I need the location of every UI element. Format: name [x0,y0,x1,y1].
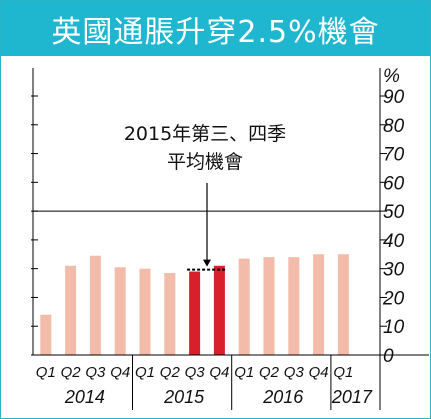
y-unit-label: % [383,66,400,87]
year-label-2014: 2014 [64,387,105,407]
annotation-line2: 平均機會 [167,151,243,173]
annotation-line1: 2015年第三、四季 [124,123,286,145]
bar-0 [40,314,52,355]
x-tick-label-9: Q2 [259,364,280,381]
annotation [187,183,227,271]
bar-3 [114,267,126,355]
bar-6 [189,271,201,355]
year-label-2016: 2016 [262,387,304,407]
x-tick-label-12: Q1 [333,364,353,381]
bar-12 [337,254,349,355]
annotation-arrow-head [203,259,211,267]
bar-1 [65,265,77,355]
axes [31,68,429,410]
x-tick-label-6: Q3 [185,364,206,381]
y-tick-label-20: 20 [382,288,405,309]
x-tick-label-11: Q4 [309,364,329,381]
y-tick-label-60: 60 [383,173,405,194]
x-tick-label-1: Q2 [61,364,82,381]
x-tick-label-3: Q4 [110,364,130,381]
bar-10 [288,257,300,355]
y-tick-label-30: 30 [383,260,405,281]
y-tick-label-0: 0 [383,346,394,367]
bar-7 [213,265,225,355]
y-tick-label-10: 10 [383,317,405,338]
x-tick-label-10: Q3 [284,364,305,381]
y-tick-label-50: 50 [383,202,405,223]
x-tick-label-8: Q1 [234,364,254,381]
bar-8 [238,258,250,355]
y-tick-label-80: 80 [383,116,405,137]
x-tick-label-2: Q3 [85,364,106,381]
year-label-2015: 2015 [163,387,205,407]
x-tick-label-7: Q4 [209,364,229,381]
bar-9 [263,257,275,355]
y-tick-label-70: 70 [383,145,405,166]
bar-2 [89,255,101,355]
bar-11 [313,254,325,355]
y-tick-label-40: 40 [383,231,405,252]
year-label-2017: 2017 [331,387,373,407]
bars [40,254,349,355]
bar-4 [139,268,151,355]
x-tick-label-0: Q1 [36,364,56,381]
y-tick-label-90: 90 [383,87,405,108]
chart-title: 英國通脹升穿2.5%機會 [1,1,430,56]
x-tick-label-5: Q2 [160,364,181,381]
x-tick-label-4: Q1 [135,364,155,381]
bar-5 [164,272,176,355]
